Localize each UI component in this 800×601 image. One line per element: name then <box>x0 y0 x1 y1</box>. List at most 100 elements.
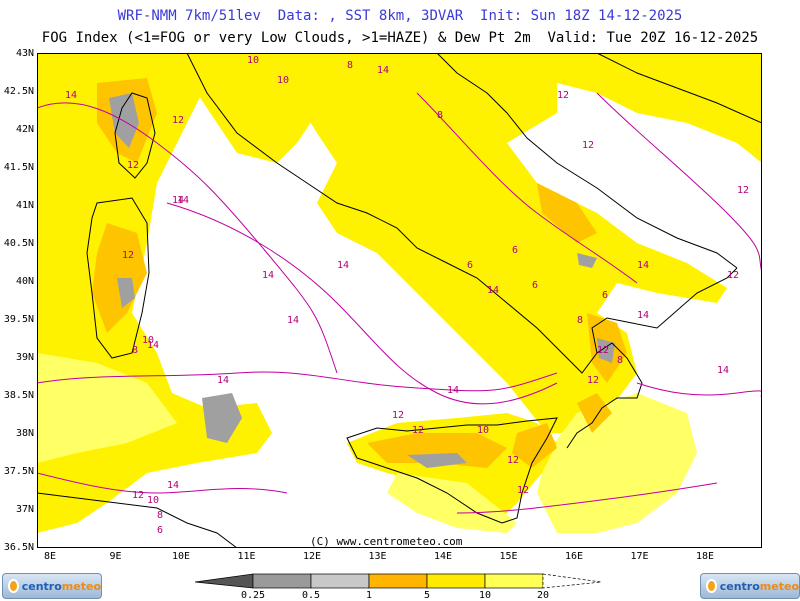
fill-ionian <box>537 393 697 533</box>
legend-tick-label: 0.25 <box>240 590 266 601</box>
lon-label: 16E <box>564 551 584 562</box>
contour-label: 14 <box>377 65 389 76</box>
dewpoint-contours <box>37 92 762 514</box>
legend-tick-label: 20 <box>536 590 550 601</box>
contour-label: 12 <box>132 490 144 501</box>
lat-label: 36.5N <box>3 542 34 553</box>
lat-label: 38N <box>15 428 34 439</box>
contour-label: 12 <box>122 250 134 261</box>
lat-label: 37.5N <box>3 466 34 477</box>
contour-label: 14 <box>167 480 179 491</box>
centrometeo-logo-left[interactable]: centro meteo <box>2 573 102 599</box>
lon-label: 17E <box>630 551 649 562</box>
coast-italy <box>186 53 738 449</box>
legend-swatch <box>426 573 486 589</box>
contour-label: 14 <box>177 195 189 206</box>
lon-label: 9E <box>109 551 122 562</box>
legend-swatch <box>310 573 370 589</box>
contour-label: 10 <box>477 425 489 436</box>
lon-label: 13E <box>368 551 387 562</box>
contour-label: 12 <box>412 425 424 436</box>
contour-label: 14 <box>487 285 499 296</box>
coast-corsica <box>114 92 156 179</box>
lat-label: 41.5N <box>3 162 34 173</box>
lon-label: 12E <box>302 551 322 562</box>
lat-label: 39N <box>15 352 34 363</box>
fog-index-legend <box>195 573 602 589</box>
contour-label: 8 <box>617 355 623 366</box>
contour-label: 12 <box>172 115 184 126</box>
product-title: FOG Index (<1=FOG or very Low Clouds, >1… <box>41 30 759 46</box>
logo-text-part1: centro <box>719 579 760 593</box>
lat-label: 42N <box>15 124 34 135</box>
contour-label: 14 <box>262 270 274 281</box>
contour-label: 8 <box>157 510 163 521</box>
fill-adriatic-east <box>557 53 762 163</box>
contour-label: 12 <box>517 485 529 496</box>
contour-label: 8 <box>577 315 583 326</box>
contour-label: 12 <box>582 140 594 151</box>
logo-text-part1: centro <box>21 579 62 593</box>
legend-swatch <box>252 573 312 589</box>
lat-label: 43N <box>15 48 34 59</box>
coastlines <box>37 53 762 548</box>
contour-label: 6 <box>157 525 163 536</box>
model-run-title: WRF-NMM 7km/51lev Data: , SST 8km, 3DVAR… <box>117 8 683 24</box>
lon-label: 11E <box>237 551 256 562</box>
contour-label: 10 <box>142 335 154 346</box>
contour-label: 14 <box>637 310 649 321</box>
legend-tick-label: 5 <box>423 590 431 601</box>
contour-label: 6 <box>532 280 538 291</box>
legend-swatch <box>368 573 428 589</box>
fill-sicily-south <box>387 473 517 533</box>
contour-label: 14 <box>637 260 649 271</box>
contour-label: 12 <box>507 455 519 466</box>
legend-swatch <box>542 573 602 589</box>
lat-label: 42.5N <box>3 86 34 97</box>
coast-balkan <box>596 53 762 124</box>
lat-label: 41N <box>15 200 34 211</box>
contour-label: 10 <box>247 55 259 66</box>
coast-sicily <box>346 417 558 524</box>
legend-tick-label: 1 <box>365 590 373 601</box>
lon-label: 10E <box>171 551 191 562</box>
legend-swatch <box>484 573 544 589</box>
contour-label: 8 <box>437 110 443 121</box>
lon-label: 8E <box>43 551 57 562</box>
contour-label: 12 <box>127 160 139 171</box>
lat-label: 39.5N <box>3 314 34 325</box>
lon-label: 15E <box>499 551 518 562</box>
legend-swatch <box>195 573 254 589</box>
contour-label: 8 <box>347 60 353 71</box>
contour-label: 14 <box>717 365 729 376</box>
lat-label: 37N <box>15 504 34 515</box>
centrometeo-icon <box>8 579 19 593</box>
copyright-credit: (C) www.centrometeo.com <box>310 535 463 548</box>
legend-tick-label: 0.5 <box>301 590 321 601</box>
centrometeo-icon <box>706 579 717 593</box>
contour-label: 10 <box>277 75 289 86</box>
contour-label: 12 <box>737 185 749 196</box>
contour-label: 12 <box>392 410 404 421</box>
contour-label: 10 <box>147 495 159 506</box>
contour-label: 14 <box>172 195 184 206</box>
contour-label: 8 <box>132 345 138 356</box>
lat-label: 40N <box>15 276 34 287</box>
legend-tick-label: 10 <box>478 590 492 601</box>
contour-label: 12 <box>597 345 609 356</box>
lat-label: 38.5N <box>3 390 34 401</box>
logo-text-part2: meteo <box>61 579 101 593</box>
contour-label: 14 <box>337 260 349 271</box>
lat-label: 40.5N <box>3 238 34 249</box>
coast-africa <box>37 492 238 548</box>
contour-label: 14 <box>447 385 459 396</box>
contour-label: 6 <box>512 245 518 256</box>
logo-text-part2: meteo <box>759 579 799 593</box>
contour-label: 14 <box>287 315 299 326</box>
coast-sardinia <box>86 197 150 359</box>
contour-label: 12 <box>587 375 599 386</box>
fill-west-sea <box>37 353 177 463</box>
centrometeo-logo-right[interactable]: centro meteo <box>700 573 800 599</box>
